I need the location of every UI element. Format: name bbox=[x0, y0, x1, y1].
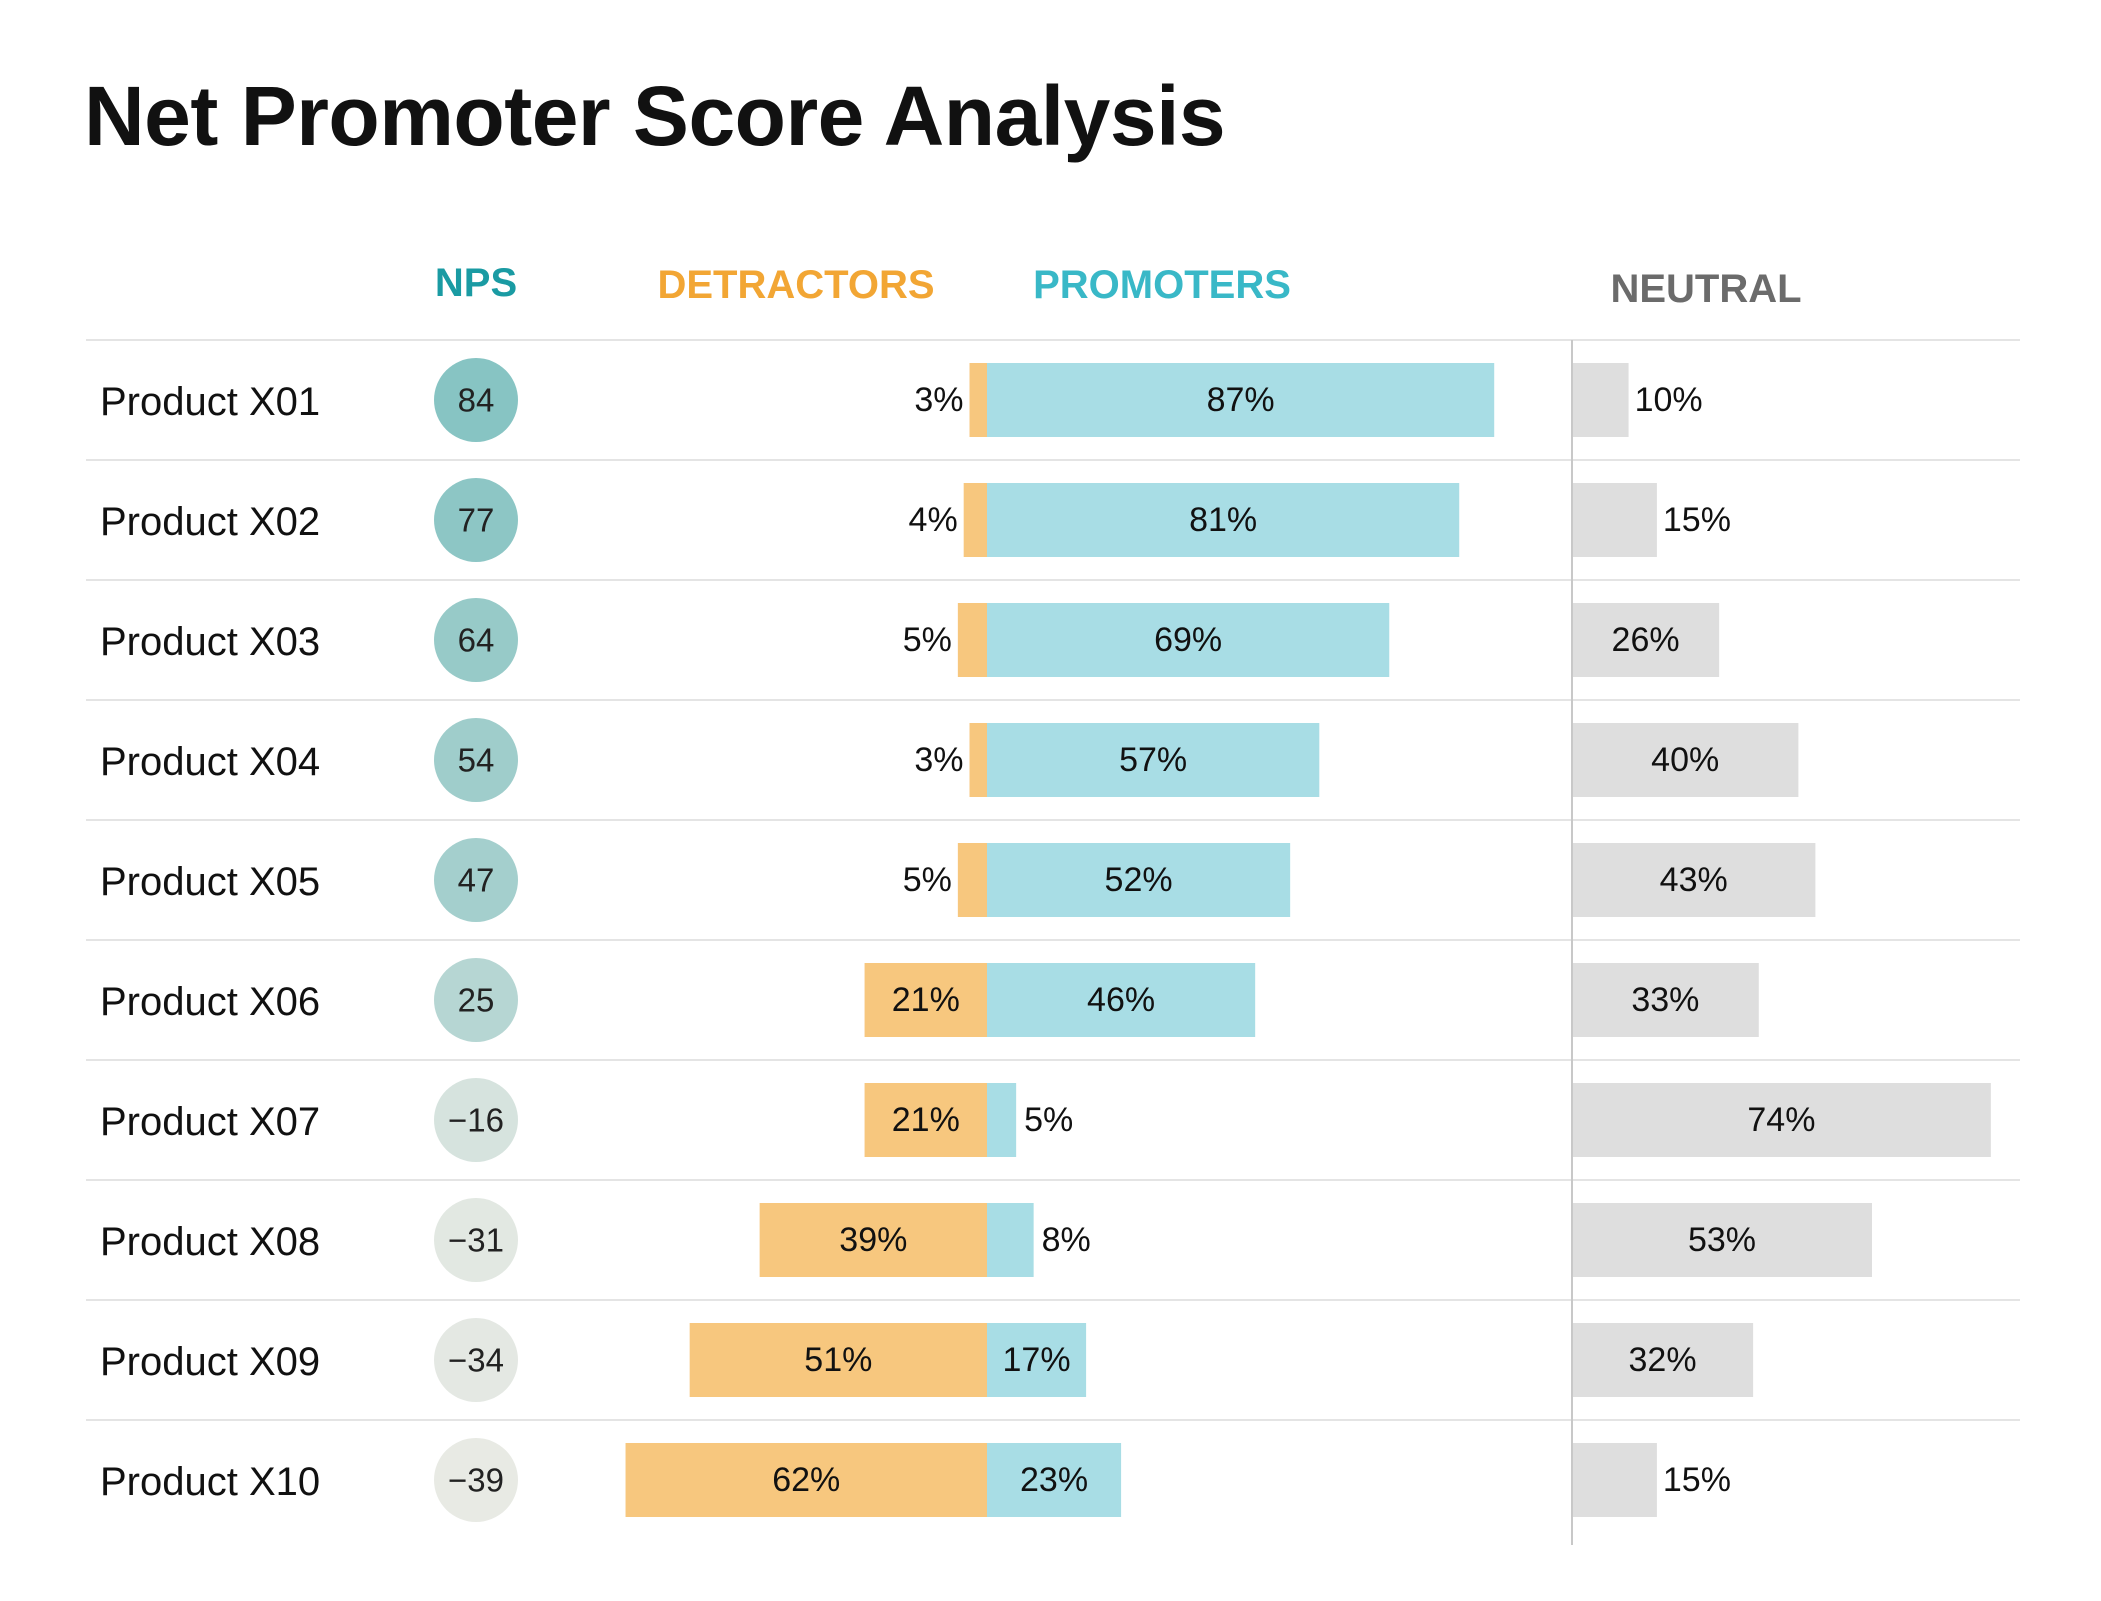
row-label: Product X10 bbox=[100, 1460, 320, 1504]
row-label: Product X03 bbox=[100, 620, 320, 664]
nps-circle bbox=[434, 478, 518, 562]
detractor-label: 5% bbox=[903, 861, 952, 899]
promoter-bar bbox=[987, 603, 1390, 677]
promoter-bar bbox=[987, 363, 1495, 437]
detractor-label: 5% bbox=[903, 621, 952, 659]
row-label: Product X05 bbox=[100, 860, 320, 904]
detractor-bar bbox=[963, 483, 987, 557]
promoter-bar bbox=[987, 1083, 1017, 1157]
neutral-bar bbox=[1572, 603, 1720, 677]
row-label: Product X01 bbox=[100, 380, 320, 424]
nps-value: 47 bbox=[458, 862, 495, 899]
promoter-bar bbox=[987, 1203, 1034, 1277]
nps-value: −34 bbox=[448, 1342, 504, 1379]
row-label: Product X08 bbox=[100, 1220, 320, 1264]
row-label: Product X04 bbox=[100, 740, 320, 784]
nps-circle bbox=[434, 598, 518, 682]
promoter-label: 52% bbox=[1105, 861, 1173, 899]
detractor-bar bbox=[864, 1083, 987, 1157]
promoter-label: 87% bbox=[1207, 381, 1275, 419]
neutral-label: 33% bbox=[1631, 981, 1699, 1019]
detractor-bar bbox=[957, 843, 987, 917]
neutral-label: 15% bbox=[1663, 501, 1731, 539]
neutral-bar bbox=[1572, 1083, 1991, 1157]
detractor-bar bbox=[957, 603, 987, 677]
neutral-bar bbox=[1572, 723, 1799, 797]
row-label: Product X07 bbox=[100, 1100, 320, 1144]
chart-title: Net Promoter Score Analysis bbox=[84, 69, 1226, 163]
detractor-label: 4% bbox=[909, 501, 958, 539]
neutral-label: 53% bbox=[1688, 1221, 1756, 1259]
neutral-label: 26% bbox=[1612, 621, 1680, 659]
nps-circle bbox=[434, 1438, 518, 1522]
detractor-bar bbox=[625, 1443, 987, 1517]
nps-value: 25 bbox=[458, 982, 495, 1019]
neutral-bar bbox=[1572, 483, 1657, 557]
detractor-label: 3% bbox=[914, 381, 963, 419]
detractor-bar bbox=[689, 1323, 987, 1397]
neutral-bar bbox=[1572, 843, 1816, 917]
nps-circle bbox=[434, 838, 518, 922]
neutral-bar bbox=[1572, 1203, 1872, 1277]
nps-circle bbox=[434, 958, 518, 1042]
promoter-label: 17% bbox=[1003, 1341, 1071, 1379]
neutral-label: 32% bbox=[1629, 1341, 1697, 1379]
row-label: Product X02 bbox=[100, 500, 320, 544]
promoter-label: 8% bbox=[1042, 1221, 1091, 1259]
promoter-label: 23% bbox=[1020, 1461, 1088, 1499]
row-label: Product X09 bbox=[100, 1340, 320, 1384]
nps-value: 54 bbox=[458, 742, 495, 779]
promoter-label: 5% bbox=[1024, 1101, 1073, 1139]
neutral-bar bbox=[1572, 963, 1759, 1037]
detractor-label: 3% bbox=[914, 741, 963, 779]
detractor-label: 21% bbox=[892, 981, 960, 1019]
nps-circle bbox=[434, 1198, 518, 1282]
detractor-label: 39% bbox=[839, 1221, 907, 1259]
neutral-label: 43% bbox=[1660, 861, 1728, 899]
neutral-label: 40% bbox=[1651, 741, 1719, 779]
nps-circle bbox=[434, 718, 518, 802]
nps-circle bbox=[434, 1078, 518, 1162]
nps-value: −31 bbox=[448, 1222, 504, 1259]
promoter-bar bbox=[987, 723, 1320, 797]
nps-value: 64 bbox=[458, 622, 495, 659]
nps-value: 84 bbox=[458, 382, 495, 419]
promoter-label: 69% bbox=[1154, 621, 1222, 659]
detractor-bar bbox=[864, 963, 987, 1037]
neutral-bar bbox=[1572, 1323, 1754, 1397]
detractor-bar bbox=[969, 723, 987, 797]
detractor-bar bbox=[759, 1203, 987, 1277]
promoter-label: 57% bbox=[1119, 741, 1187, 779]
detractor-label: 21% bbox=[892, 1101, 960, 1139]
detractor-bar bbox=[969, 363, 987, 437]
neutral-label: 15% bbox=[1663, 1461, 1731, 1499]
nps-value: −39 bbox=[448, 1462, 504, 1499]
promoter-bar bbox=[987, 483, 1460, 557]
neutral-label: 10% bbox=[1635, 381, 1703, 419]
neutral-label: 74% bbox=[1747, 1101, 1815, 1139]
promoters-header: PROMOTERS bbox=[1033, 263, 1291, 307]
detractor-label: 51% bbox=[804, 1341, 872, 1379]
promoter-bar bbox=[987, 1443, 1122, 1517]
nps-circle bbox=[434, 1318, 518, 1402]
promoter-bar bbox=[987, 843, 1291, 917]
nps-circle bbox=[434, 358, 518, 442]
nps-value: −16 bbox=[448, 1102, 504, 1139]
row-label: Product X06 bbox=[100, 980, 320, 1024]
chart-rows: Product X01 84 3% 87% 10% Product X02 77 4% 81% 1… bbox=[86, 339, 2020, 1522]
neutral-bar bbox=[1572, 1443, 1657, 1517]
neutral-header: NEUTRAL bbox=[1610, 267, 1801, 311]
neutral-bar bbox=[1572, 363, 1629, 437]
nps-value: 77 bbox=[458, 502, 495, 539]
detractor-label: 62% bbox=[772, 1461, 840, 1499]
nps-header: NPS bbox=[435, 261, 517, 305]
promoter-label: 46% bbox=[1087, 981, 1155, 1019]
promoter-bar bbox=[987, 1323, 1087, 1397]
promoter-label: 81% bbox=[1189, 501, 1257, 539]
promoter-bar bbox=[987, 963, 1256, 1037]
detractors-header: DETRACTORS bbox=[657, 263, 934, 307]
